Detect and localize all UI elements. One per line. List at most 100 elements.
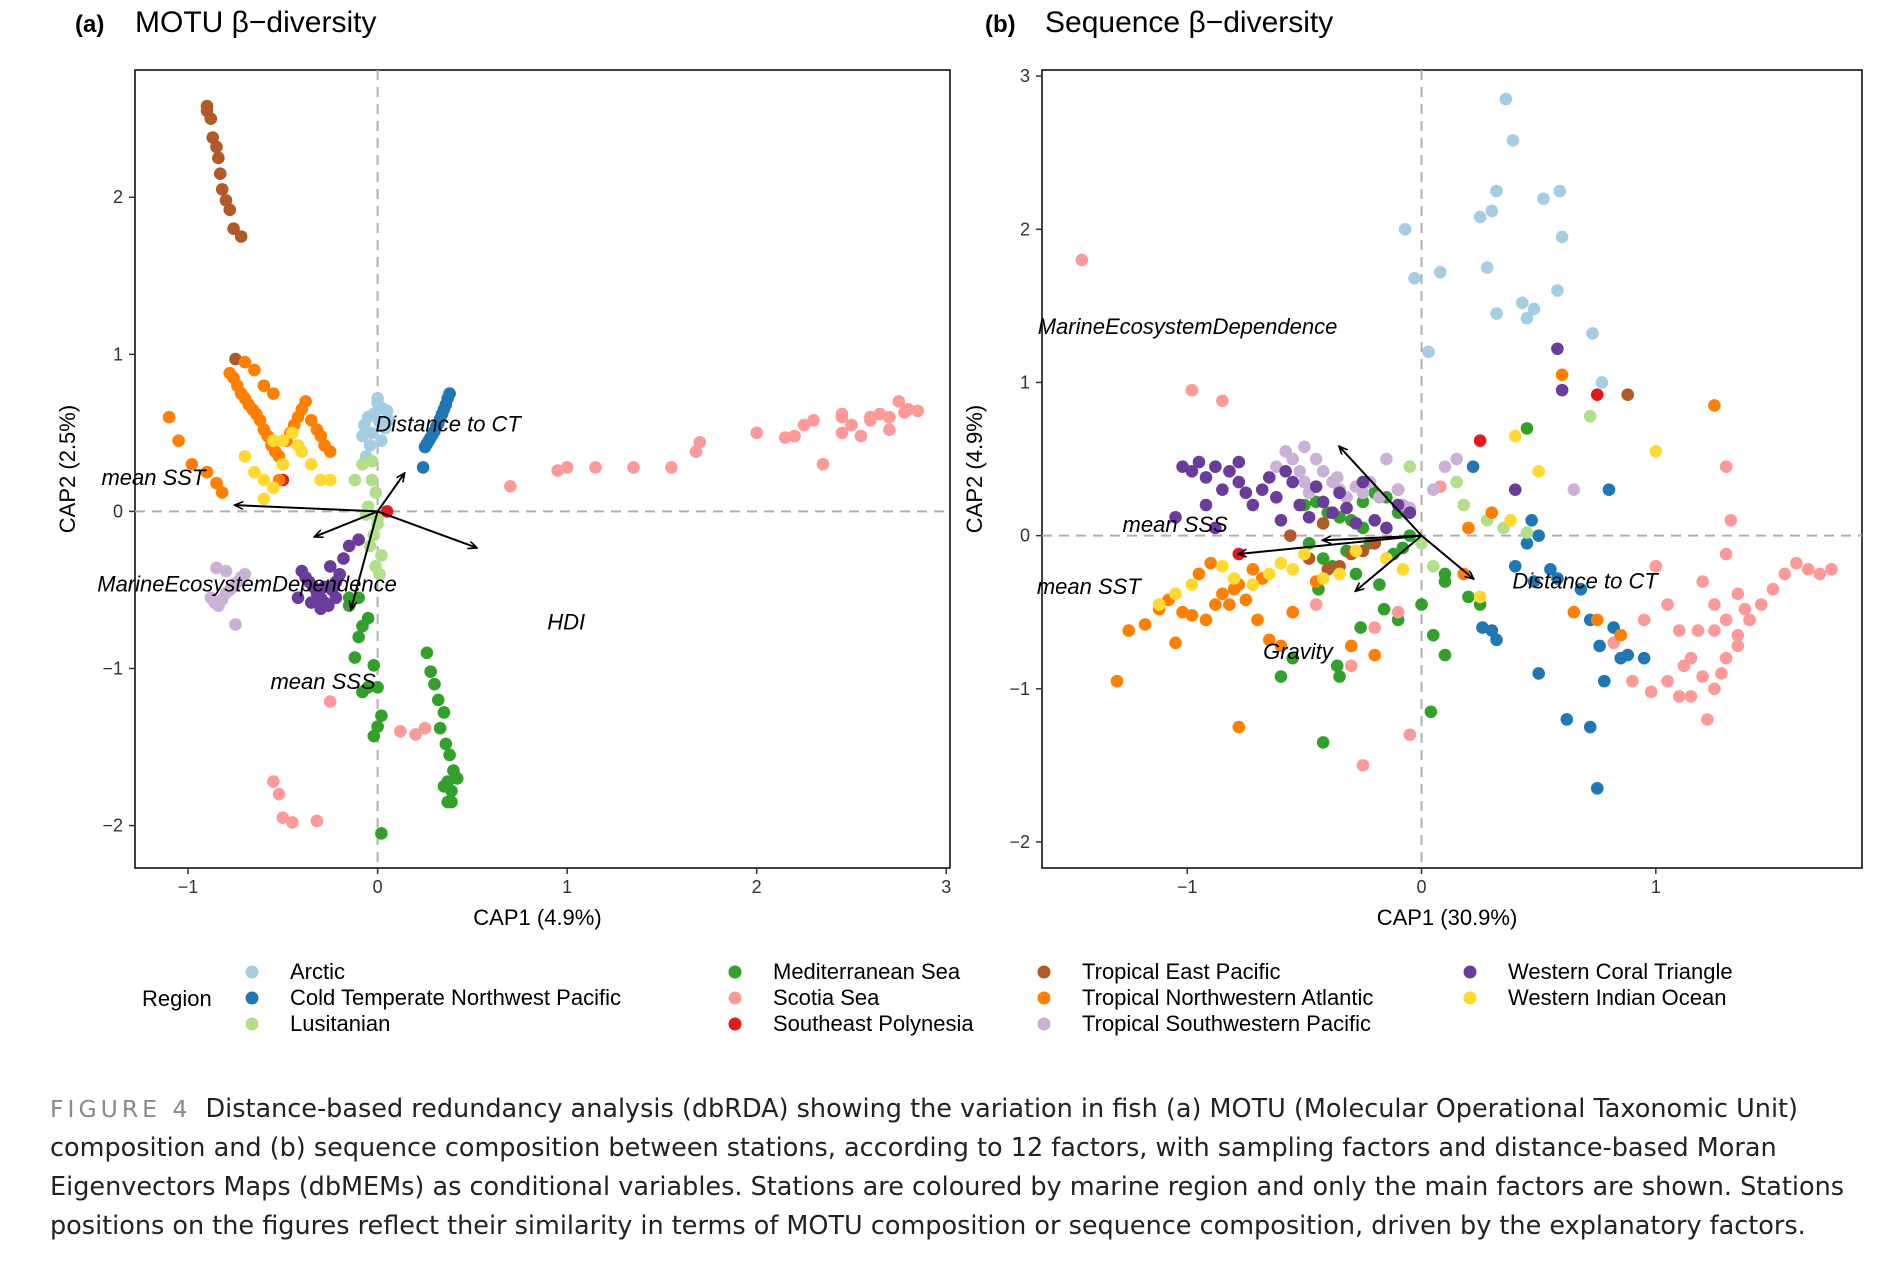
data-point — [1614, 628, 1627, 642]
data-point — [373, 567, 386, 581]
data-point — [1232, 475, 1246, 489]
data-point — [210, 140, 223, 154]
data-point — [337, 552, 350, 565]
data-point — [1691, 624, 1705, 637]
data-point — [267, 775, 280, 788]
data-point — [276, 434, 290, 448]
legend-item-label: Tropical Northwestern Atlantic — [1082, 985, 1373, 1010]
y-tick-label: −1 — [102, 659, 123, 679]
x-tick-label: 1 — [1651, 877, 1661, 897]
data-point — [1316, 572, 1330, 585]
data-point — [1684, 690, 1698, 703]
data-point — [1473, 590, 1487, 604]
data-point — [1476, 621, 1489, 634]
data-point — [807, 414, 820, 427]
data-point — [1766, 582, 1780, 596]
data-point — [1567, 483, 1581, 496]
data-point — [1110, 674, 1124, 688]
data-point — [1239, 593, 1253, 607]
data-point — [627, 461, 640, 474]
data-point — [1708, 682, 1721, 696]
data-point — [200, 465, 214, 479]
data-point — [1286, 563, 1299, 576]
data-point — [1555, 368, 1569, 382]
data-point — [551, 464, 564, 477]
factor-arrow — [1239, 534, 1422, 554]
data-point — [1438, 460, 1452, 474]
data-point — [1438, 648, 1452, 662]
data-point — [1473, 210, 1487, 224]
data-point — [1520, 422, 1534, 435]
data-point — [1743, 613, 1756, 627]
data-point — [314, 602, 328, 616]
data-point — [1298, 440, 1311, 454]
data-point — [1553, 184, 1567, 198]
data-point — [1731, 628, 1745, 642]
data-point — [257, 379, 271, 393]
data-point — [1801, 563, 1815, 576]
data-point — [1480, 261, 1494, 274]
data-point — [352, 630, 365, 644]
data-point — [1661, 598, 1674, 611]
data-point — [1216, 559, 1229, 573]
data-point — [1396, 563, 1410, 576]
data-point — [1593, 639, 1606, 653]
data-point — [356, 685, 369, 699]
data-point — [1708, 399, 1721, 412]
data-point — [1597, 674, 1611, 688]
legend-swatch — [1037, 991, 1051, 1005]
data-point — [433, 721, 447, 735]
data-point — [778, 431, 792, 444]
data-point — [1309, 480, 1323, 493]
factor-arrow-label: mean SSS — [1123, 512, 1228, 537]
data-point — [1527, 302, 1541, 316]
data-point — [1637, 613, 1651, 627]
data-point — [1380, 452, 1393, 466]
data-point — [1422, 345, 1435, 359]
data-point — [253, 414, 267, 427]
data-point — [172, 434, 185, 448]
data-point — [1438, 575, 1452, 588]
data-point — [1326, 506, 1339, 519]
data-point — [1708, 598, 1721, 611]
legend-item-label: Southeast Polynesia — [773, 1011, 974, 1036]
data-point — [1122, 624, 1135, 637]
data-point — [358, 418, 371, 432]
data-point — [797, 418, 811, 432]
data-point — [304, 414, 318, 427]
data-point — [1274, 639, 1288, 653]
data-point — [291, 591, 305, 605]
data-point — [371, 396, 384, 410]
data-point — [276, 457, 290, 471]
data-point — [375, 549, 388, 562]
data-point — [1302, 510, 1316, 524]
data-point — [1520, 526, 1534, 539]
factor-arrow-label: mean SST — [101, 465, 206, 490]
data-point — [1185, 578, 1199, 591]
data-point — [1330, 659, 1344, 673]
data-point — [1298, 547, 1311, 561]
data-point — [219, 564, 233, 578]
data-point — [1560, 713, 1574, 726]
data-point — [1544, 563, 1557, 576]
data-point — [380, 404, 394, 418]
data-point — [1316, 464, 1330, 478]
y-axis-label: CAP2 (4.9%) — [962, 405, 987, 533]
data-point — [1269, 491, 1283, 504]
data-point — [1677, 659, 1691, 673]
data-point — [1738, 602, 1752, 616]
data-point — [1349, 544, 1363, 558]
data-point — [1520, 311, 1534, 325]
data-point — [333, 567, 346, 581]
data-point — [1708, 624, 1721, 637]
data-point — [1356, 475, 1370, 489]
data-point — [238, 567, 252, 581]
legend-item-label: Western Indian Ocean — [1508, 985, 1727, 1010]
data-point — [1457, 498, 1471, 512]
data-point — [1473, 434, 1487, 447]
x-tick-label: −1 — [1177, 877, 1198, 897]
data-point — [1520, 536, 1534, 550]
data-point — [1719, 613, 1733, 627]
data-point — [1466, 460, 1480, 474]
